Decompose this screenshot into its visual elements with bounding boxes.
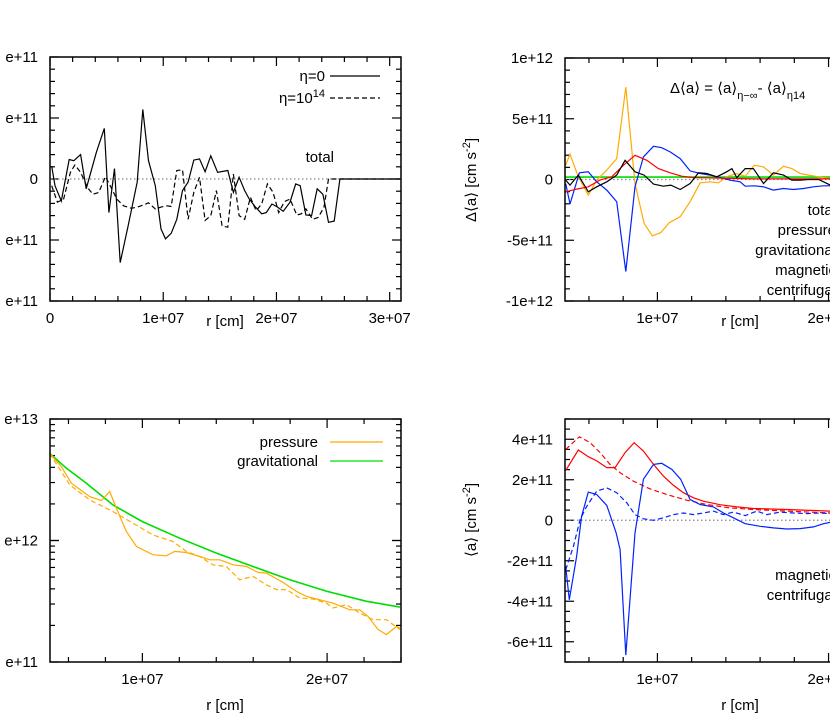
panel-3: 1e+07 2e+07 e+13 e+12 e+11 r [cm] pressure grav…	[4, 411, 402, 714]
legend-label: centrifugal	[767, 587, 830, 604]
y-tick-label: 0	[545, 512, 553, 529]
panel-1: 0 1e+07 2e+07 3e+07 e+11 e+11 0 e+11 e+11 r [cm] η…	[5, 49, 410, 330]
plot-frame	[49, 56, 402, 302]
y-axis-title: Δ⟨a⟩ [cm s-2]	[461, 138, 480, 222]
x-tick-label: 2e+07	[807, 671, 830, 688]
x-tick-label: 2e+07	[807, 310, 830, 327]
y-tick-label: -6e+11	[507, 634, 553, 651]
legend-label: pressure	[778, 222, 830, 239]
series-centrifugal-line	[565, 154, 830, 193]
plot-frame	[564, 418, 830, 663]
annotation: total	[306, 149, 334, 166]
x-axis-title: r [cm]	[721, 697, 759, 714]
y-tick-label: 1e+12	[511, 50, 553, 67]
y-tick-label: -4e+11	[507, 593, 553, 610]
series-dashed-2-line	[49, 452, 401, 630]
legend-label: magnetic	[775, 567, 830, 584]
y-tick-label: e+11	[5, 110, 38, 127]
x-tick-label: 1e+07	[636, 310, 678, 327]
x-tick-label: 2e+07	[306, 671, 348, 688]
y-tick-label: e+13	[4, 411, 38, 428]
x-tick-label: 3e+07	[369, 310, 411, 327]
series-centrifugal-line	[565, 441, 830, 512]
legend-label: gravitational	[237, 453, 318, 470]
series-magnetic-line	[565, 145, 830, 272]
series--10-14-line	[51, 163, 400, 228]
y-tick-label: e+12	[4, 533, 38, 550]
series-gravitational-line	[49, 452, 401, 608]
x-tick-label: 0	[46, 310, 54, 327]
series--0-line	[51, 109, 400, 263]
legend-label: η=0	[300, 68, 325, 85]
x-tick-label: 1e+07	[121, 671, 163, 688]
x-axis-title: r [cm]	[721, 313, 759, 330]
y-tick-label: 2e+11	[512, 472, 553, 489]
legend-label: η=1014	[279, 88, 325, 107]
series-dashed-3-line	[565, 487, 830, 571]
x-axis-title: r [cm]	[206, 313, 244, 330]
series-magnetic-line	[565, 462, 830, 656]
legend-label: magnetic	[775, 262, 830, 279]
panel-2: 1e+07 2e+07 1e+12 5e+11 0 -5e+11 -1e+12 r [cm] Δ…	[461, 50, 830, 330]
legend-label: total	[808, 202, 830, 219]
plot-frame	[49, 418, 402, 663]
x-tick-label: 2e+07	[255, 310, 297, 327]
series-dashed-1-line	[565, 436, 830, 514]
y-tick-label: 5e+11	[512, 111, 553, 128]
annotation: Δ⟨a⟩ = ⟨a⟩η−∞- ⟨a⟩η14	[670, 80, 805, 102]
plot-frame	[564, 57, 830, 302]
y-tick-label: e+11	[5, 654, 38, 671]
y-tick-label: 0	[30, 171, 38, 188]
legend-label: gravitational	[755, 242, 830, 259]
x-axis-title: r [cm]	[206, 697, 244, 714]
y-tick-label: -1e+12	[506, 293, 553, 310]
legend-label: centrifugal	[767, 282, 830, 299]
y-tick-label: e+11	[5, 293, 38, 310]
series-pressure-line	[565, 87, 830, 237]
x-tick-label: 1e+07	[636, 671, 678, 688]
y-tick-label: e+11	[5, 232, 38, 249]
legend-label: pressure	[260, 434, 318, 451]
series-total-line	[565, 159, 830, 193]
series-pressure-line	[49, 452, 401, 636]
y-tick-label: 0	[545, 172, 553, 189]
y-tick-label: 4e+11	[512, 431, 553, 448]
y-tick-label: e+11	[5, 49, 38, 66]
panel-4: 1e+07 2e+07 4e+11 2e+11 0 -2e+11 -4e+11 -6e+11 r…	[461, 418, 830, 714]
y-tick-label: -5e+11	[507, 232, 553, 249]
y-axis-title: ⟨a⟩ [cm s-2]	[461, 483, 480, 557]
x-tick-label: 1e+07	[142, 310, 184, 327]
y-tick-label: -2e+11	[507, 553, 553, 570]
